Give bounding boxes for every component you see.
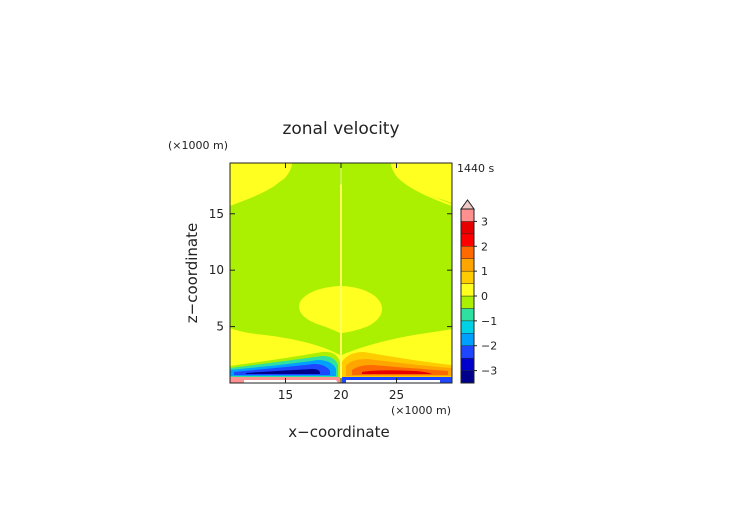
right-yellow-tongue bbox=[342, 286, 382, 333]
colorbar-swatch bbox=[460, 370, 475, 384]
y-tick-label: 5 bbox=[216, 320, 224, 334]
colorbar-swatch bbox=[460, 221, 475, 235]
colorbar-tick-label: −2 bbox=[481, 340, 497, 353]
colorbar-tick-label: 0 bbox=[481, 290, 488, 303]
x-unit-label: (×1000 m) bbox=[391, 404, 451, 417]
y-tick-label: 10 bbox=[209, 263, 224, 277]
top-cap-right bbox=[391, 163, 452, 203]
colorbar-swatch bbox=[460, 270, 475, 284]
surface-right-white-cells bbox=[346, 380, 440, 383]
colorbar-swatch bbox=[460, 357, 475, 371]
colorbar-tick-label: 3 bbox=[481, 215, 488, 228]
chart-title: zonal velocity bbox=[282, 119, 399, 139]
colorbar-swatch bbox=[460, 308, 475, 322]
colorbar-swatch bbox=[460, 345, 475, 359]
y-tick-label: 15 bbox=[209, 207, 224, 221]
right-green-region bbox=[342, 163, 452, 355]
colorbar-swatch bbox=[460, 333, 475, 346]
y-axis: 5 10 15 bbox=[209, 207, 452, 334]
left-green-region bbox=[230, 163, 340, 355]
colorbar-swatch bbox=[460, 320, 475, 334]
colorbar-swatch bbox=[460, 208, 475, 222]
right-jet-core bbox=[362, 370, 432, 374]
colorbar-tick-label: 2 bbox=[481, 240, 488, 253]
y-unit-label: (×1000 m) bbox=[168, 139, 228, 152]
x-tick-label: 25 bbox=[389, 388, 404, 402]
colorbar: 3 2 1 0 −1 −2 −3 bbox=[460, 199, 497, 384]
surface-left-white-cells bbox=[244, 380, 338, 383]
top-cap bbox=[230, 163, 292, 203]
x-tick-label: 15 bbox=[278, 388, 293, 402]
time-label: 1440 s bbox=[457, 162, 494, 175]
colorbar-tick-label: −3 bbox=[481, 365, 497, 378]
colorbar-swatch bbox=[460, 283, 475, 297]
colorbar-swatch bbox=[460, 295, 475, 309]
plot-area bbox=[230, 163, 452, 383]
left-yellow-tongue bbox=[299, 286, 340, 333]
colorbar-tick-label: −1 bbox=[481, 315, 497, 328]
x-tick-label: 20 bbox=[333, 388, 348, 402]
colorbar-swatch bbox=[460, 233, 475, 247]
x-axis: 15 20 25 bbox=[278, 163, 404, 402]
left-jet-core bbox=[246, 369, 320, 374]
colorbar-swatch bbox=[460, 258, 475, 272]
colorbar-swatch bbox=[460, 246, 475, 259]
colorbar-tick-label: 1 bbox=[481, 265, 488, 278]
y-axis-label: z−coordinate bbox=[183, 223, 201, 323]
x-axis-label: x−coordinate bbox=[288, 423, 389, 441]
colorbar-extend-top bbox=[460, 199, 475, 210]
